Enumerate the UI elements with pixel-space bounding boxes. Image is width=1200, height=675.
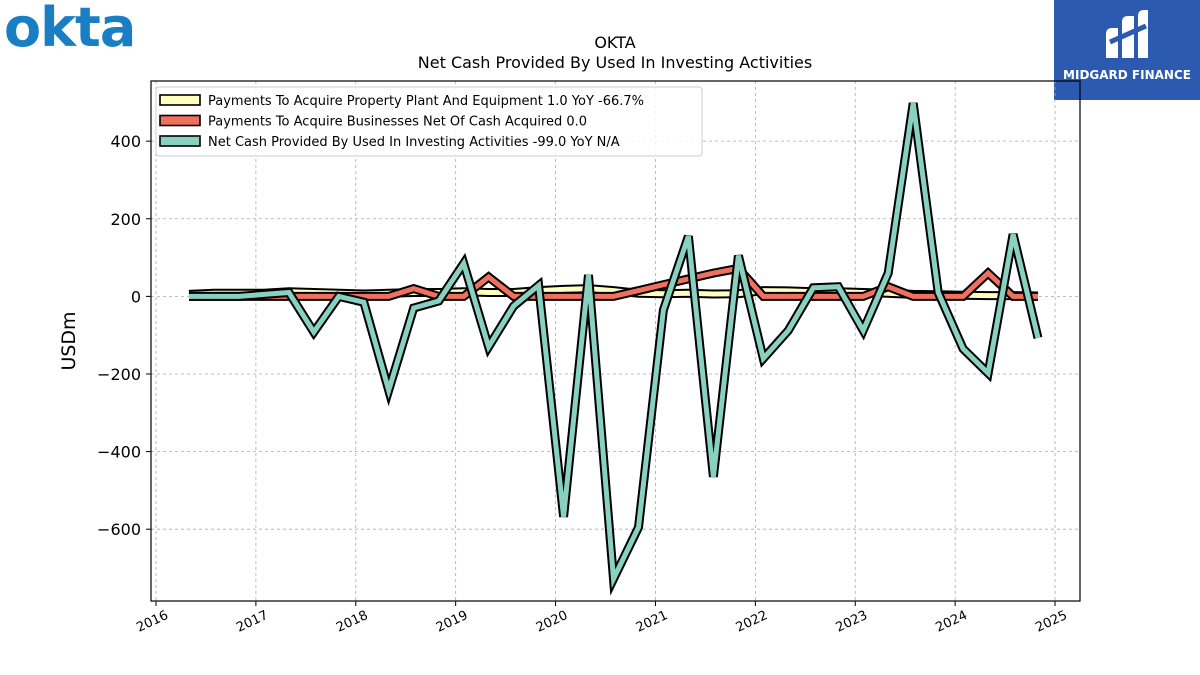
legend-item: Payments To Acquire Businesses Net Of Ca… (159, 114, 587, 130)
y-tick-label: −200 (97, 365, 141, 384)
okta-logo: okta (4, 0, 136, 59)
chart-title: OKTA (594, 33, 635, 52)
x-tick-label: 2024 (933, 608, 969, 636)
legend-label: Net Cash Provided By Used In Investing A… (208, 135, 620, 150)
x-axis: 2016 2017 2018 2019 2020 2021 2022 2023 2024 2025 (134, 601, 1070, 636)
y-tick-label: 0 (131, 287, 141, 306)
y-tick-label: −400 (97, 443, 141, 462)
y-axis: 400 200 0 −200 −400 −600 (97, 132, 151, 539)
x-tick-label: 2018 (334, 608, 370, 636)
x-tick-label: 2016 (134, 608, 170, 636)
series-line-outline (189, 263, 1038, 301)
x-tick-label: 2025 (1033, 608, 1069, 636)
x-tick-label: 2019 (434, 608, 470, 636)
midgard-emblem-icon (1106, 10, 1148, 58)
x-tick-label: 2022 (734, 608, 770, 636)
series-3 (189, 102, 1043, 596)
x-tick-label: 2023 (834, 608, 870, 636)
y-tick-label: −600 (97, 520, 141, 539)
series-2 (189, 263, 1038, 301)
series-line (189, 102, 1041, 589)
midgard-finance-label: MIDGARD FINANCE (1063, 68, 1191, 82)
midgard-finance-logo: MIDGARD FINANCE (1054, 0, 1200, 100)
legend-label: Payments To Acquire Property Plant And E… (208, 94, 644, 109)
plot-frame (150, 80, 1081, 602)
y-axis-label: USDm (58, 311, 80, 370)
x-tick-label: 2017 (234, 608, 270, 636)
legend-swatch (159, 94, 201, 106)
legend: Payments To Acquire Property Plant And E… (155, 86, 703, 157)
legend-box (155, 86, 703, 157)
legend-swatch (159, 135, 201, 147)
y-tick-label: 400 (110, 132, 141, 151)
series-layer (188, 102, 1043, 596)
grid (151, 81, 1080, 601)
legend-item: Payments To Acquire Property Plant And E… (159, 94, 644, 109)
series-line-outline (189, 102, 1043, 596)
y-tick-label: 200 (110, 210, 141, 229)
x-tick-label: 2021 (634, 608, 670, 636)
series-line (189, 265, 1038, 299)
legend-label: Payments To Acquire Businesses Net Of Ca… (208, 115, 587, 130)
legend-item: Net Cash Provided By Used In Investing A… (159, 135, 620, 150)
x-tick-label: 2020 (534, 608, 570, 636)
legend-swatch (159, 114, 201, 127)
chart-subtitle: Net Cash Provided By Used In Investing A… (418, 53, 812, 72)
